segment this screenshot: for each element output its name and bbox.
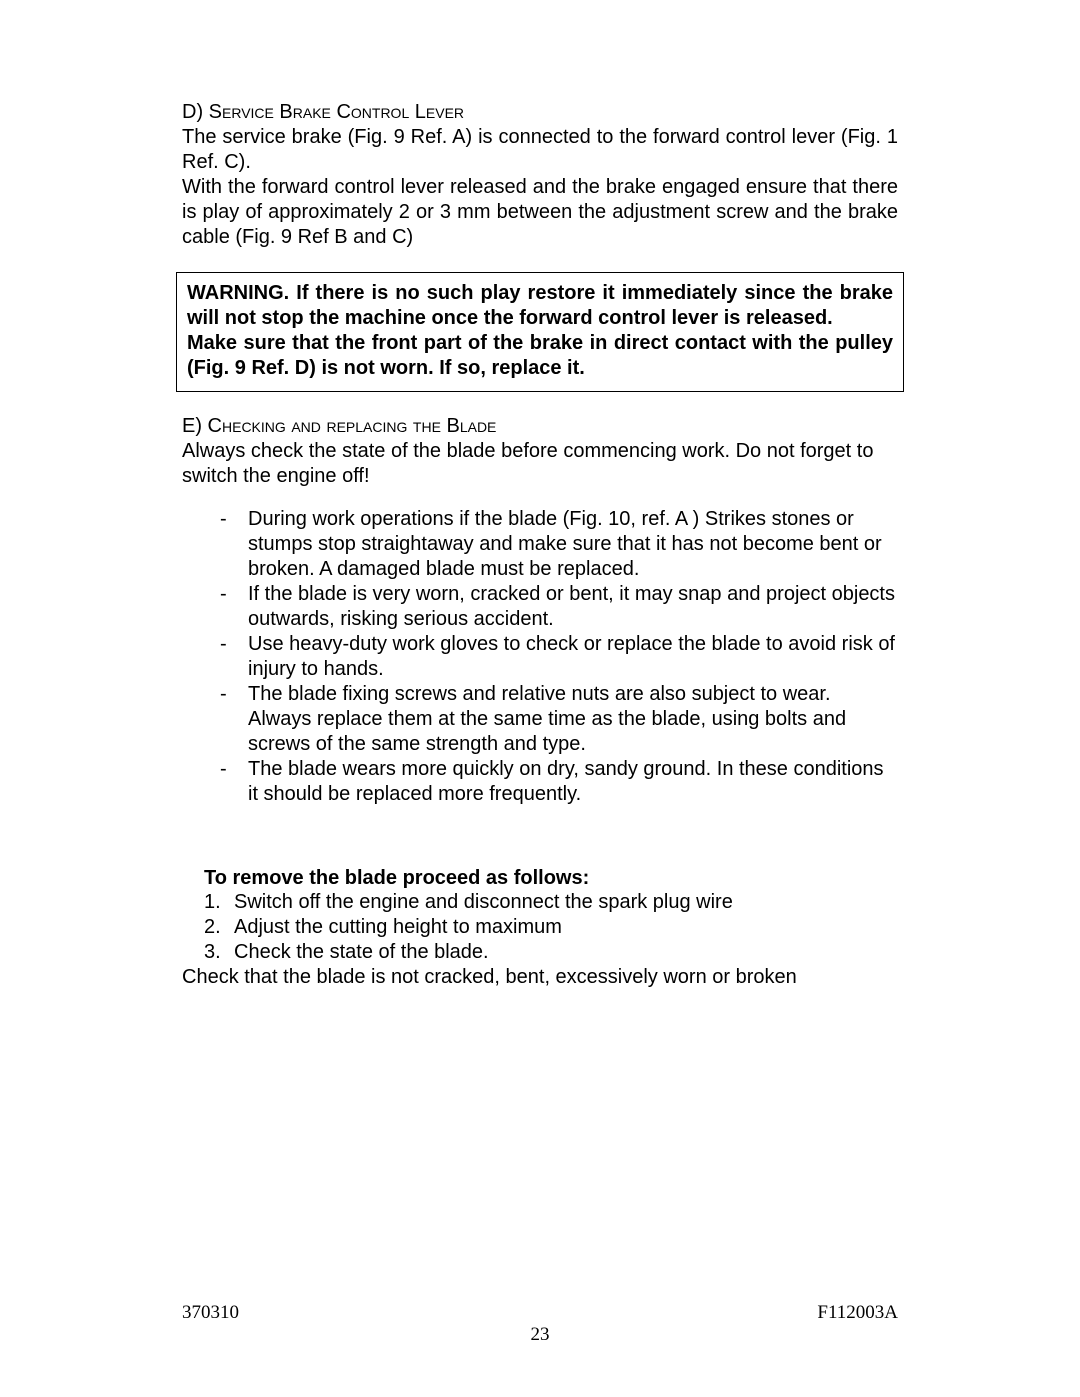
- warning-box: WARNING. If there is no such play restor…: [176, 272, 904, 392]
- step-text: Adjust the cutting height to maximum: [234, 916, 562, 938]
- list-item: The blade fixing screws and relative nut…: [220, 682, 898, 757]
- section-e-heading: E) Checking and replacing the Blade: [182, 414, 898, 439]
- removal-final: Check that the blade is not cracked, ben…: [182, 965, 898, 990]
- list-item: The blade wears more quickly on dry, san…: [220, 757, 898, 807]
- list-item: Use heavy-duty work gloves to check or r…: [220, 632, 898, 682]
- step-number: 1.: [204, 890, 221, 915]
- step-text: Switch off the engine and disconnect the…: [234, 891, 733, 913]
- list-item: 2. Adjust the cutting height to maximum: [204, 915, 898, 940]
- page-content: D) Service Brake Control Lever The servi…: [182, 100, 898, 990]
- section-d-para1: The service brake (Fig. 9 Ref. A) is con…: [182, 125, 898, 175]
- list-item: 1. Switch off the engine and disconnect t…: [204, 890, 898, 915]
- removal-heading: To remove the blade proceed as follows:: [204, 867, 898, 890]
- list-item: 3. Check the state of the blade.: [204, 940, 898, 965]
- section-e-bullets: During work operations if the blade (Fig…: [220, 507, 898, 807]
- footer-page-number: 23: [0, 1324, 1080, 1346]
- footer-right: F112003A: [817, 1302, 898, 1324]
- step-number: 2.: [204, 915, 221, 940]
- section-d-heading: D) Service Brake Control Lever: [182, 100, 898, 125]
- section-d-para2: With the forward control lever released …: [182, 175, 898, 250]
- footer-left: 370310: [182, 1302, 239, 1324]
- section-e: E) Checking and replacing the Blade Alwa…: [182, 414, 898, 990]
- section-e-intro: Always check the state of the blade befo…: [182, 439, 898, 489]
- removal-steps: 1. Switch off the engine and disconnect t…: [204, 890, 898, 965]
- step-text: Check the state of the blade.: [234, 941, 489, 963]
- list-item: During work operations if the blade (Fig…: [220, 507, 898, 582]
- step-number: 3.: [204, 940, 221, 965]
- warning-line2: Make sure that the front part of the bra…: [187, 331, 893, 381]
- warning-line1: WARNING. If there is no such play restor…: [187, 281, 893, 331]
- list-item: If the blade is very worn, cracked or be…: [220, 582, 898, 632]
